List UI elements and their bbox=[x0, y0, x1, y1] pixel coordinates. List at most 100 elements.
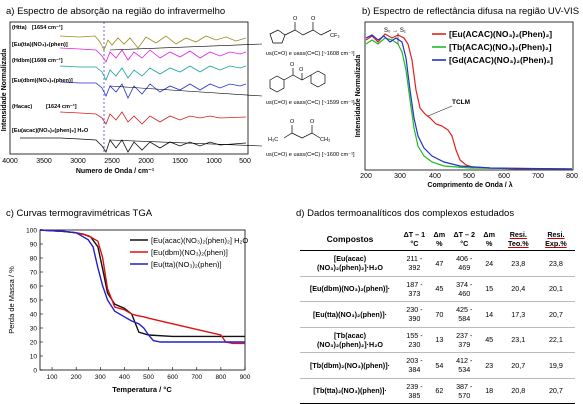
dt1-cell: 187 - 373 bbox=[400, 276, 429, 302]
dm1-cell: 45 bbox=[428, 276, 450, 302]
ir-xtick: 2000 bbox=[138, 158, 154, 165]
ir-label-eu-dbm: [Eu(dbm)(NO₃)₂(phen)] bbox=[12, 78, 73, 84]
tga-ytick-label: 80 bbox=[30, 255, 38, 262]
uv-annotation-tclm: TCLM bbox=[452, 99, 470, 106]
ir-trace-htta bbox=[59, 35, 247, 51]
ir-xtick: 1000 bbox=[206, 158, 222, 165]
tga-ytick-label: 100 bbox=[26, 227, 37, 234]
dt2-cell: 412 - 534 bbox=[449, 352, 479, 379]
struct-label: CF₃ bbox=[330, 33, 340, 39]
ir-assignment-1: υs(C=O) e υass(C=C) [~1608 cm⁻¹] bbox=[266, 51, 355, 57]
panel-c-title: c) Curvas termogravimétricas TGA bbox=[6, 208, 153, 219]
resi-teo-cell: 20,4 bbox=[499, 276, 537, 302]
tga-ytick-label: 0 bbox=[33, 367, 37, 374]
uv-trace-tb bbox=[365, 37, 573, 170]
dm1-cell: 47 bbox=[428, 250, 450, 277]
table-row: [Eu(acac)(NO₃)₂(phen)₂]·H₂O 211 - 392 47 40… bbox=[300, 250, 575, 277]
ir-label-hdbm-peak: [1608 cm⁻¹] bbox=[32, 57, 63, 64]
tga-ytick-label: 90 bbox=[30, 241, 38, 248]
tga-legend-label: [Eu(tta)(NO₃)₂(phen)] bbox=[151, 260, 222, 269]
ir-xtick: 1500 bbox=[172, 158, 188, 165]
tga-series-line bbox=[39, 229, 245, 345]
tga-series-line bbox=[39, 229, 245, 338]
ir-assignment-3: υs(C=O) e υass(C=C) [~1600 cm⁻¹] bbox=[266, 152, 355, 158]
uv-y-label: Intensidade Normalizada bbox=[355, 55, 362, 138]
col-header: Compostos bbox=[300, 228, 400, 251]
struct-label: O bbox=[299, 67, 304, 73]
ir-xtick: 4000 bbox=[2, 158, 18, 165]
table-row: [Eu(dbm)(NO₃)₂(phen)]· 187 - 373 45 374 - 4… bbox=[300, 276, 575, 302]
tga-xtick-label: 900 bbox=[240, 374, 251, 381]
structure-hdbm bbox=[269, 68, 326, 93]
uv-trace-eu bbox=[365, 33, 572, 170]
dt2-cell: 237 - 379 bbox=[449, 327, 479, 353]
uv-xtick: 600 bbox=[498, 173, 510, 180]
struct-label: O bbox=[290, 62, 295, 68]
tga-x-label: Temperatura / °C bbox=[112, 385, 172, 394]
col-header: Δm % bbox=[478, 228, 500, 251]
uv-annotation-s0s1: S₀ → S₁ bbox=[384, 28, 406, 34]
tga-ytick-label: 70 bbox=[30, 269, 38, 276]
tga-xtick-label: 700 bbox=[191, 374, 202, 381]
struct-label: O bbox=[311, 16, 316, 22]
tga-xtick-label: 100 bbox=[47, 374, 58, 381]
uv-xtick: 300 bbox=[394, 173, 406, 180]
uv-xtick: 400 bbox=[429, 173, 441, 180]
tga-ytick-label: 30 bbox=[30, 325, 38, 332]
resi-teo-cell: 23,8 bbox=[499, 250, 537, 277]
struct-label: H₃C bbox=[268, 137, 278, 143]
compound-cell: [Tb(acac)(NO₃)₂(phen)₂]·H₂O bbox=[300, 327, 400, 353]
ir-label-htta-peak: [1654 cm⁻¹] bbox=[32, 24, 63, 31]
uv-legend-tb: [Tb(ACAC)(NO₃)₂(Phen)₂] bbox=[449, 42, 552, 52]
dt1-cell: 203 - 384 bbox=[400, 352, 429, 379]
dt1-cell: 211 - 392 bbox=[400, 250, 429, 277]
struct-label: O bbox=[290, 119, 295, 125]
tga-ytick-label: 50 bbox=[30, 297, 38, 304]
ir-label-eu-tta: [Eu(tta)(NO₃)₂(phen)] bbox=[12, 42, 68, 48]
tga-ytick-label: 10 bbox=[30, 353, 38, 360]
uv-legend: [Eu(ACAC)(NO₃)₂(Phen)₂] [Tb(ACAC)(NO₃)₂(… bbox=[432, 29, 553, 65]
ir-x-ticks: 4000 3500 3000 2500 2000 1500 1000 500 bbox=[2, 158, 251, 165]
dm2-cell: 14 bbox=[478, 301, 500, 328]
compound-cell: [Eu(dbm)(NO₃)₂(phen)]· bbox=[300, 276, 400, 302]
ir-y-label: Intensidade Normalizada bbox=[1, 49, 8, 132]
tga-xtick-label: 300 bbox=[95, 374, 106, 381]
structure-htta bbox=[269, 22, 332, 44]
ir-trace-hdbm bbox=[59, 65, 247, 81]
tga-legend: [Eu(acac)(NO₃)₂(phen)₂] H₂O [Eu(dbm)(NO₃)… bbox=[130, 236, 248, 269]
tga-xtick-label: 400 bbox=[119, 374, 130, 381]
dm2-cell: 15 bbox=[478, 276, 500, 302]
ir-xtick: 3500 bbox=[36, 158, 52, 165]
structure-hacac bbox=[283, 125, 321, 139]
dm1-cell: 70 bbox=[428, 301, 450, 328]
uv-x-label: Comprimento de Onda / λ bbox=[427, 181, 512, 189]
uv-xtick: 800 bbox=[566, 173, 578, 180]
tga-legend-label: [Eu(acac)(NO₃)₂(phen)₂] H₂O bbox=[151, 236, 248, 245]
tga-xtick-label: 200 bbox=[71, 374, 82, 381]
dt1-cell: 230 - 390 bbox=[400, 301, 429, 328]
ir-trace-hacac bbox=[59, 111, 247, 125]
ir-trace-eu-tta bbox=[59, 47, 247, 63]
tga-ytick-label: 60 bbox=[30, 283, 38, 290]
resi-teo-cell: 20,7 bbox=[499, 352, 537, 379]
panel-b-title: b) Espectro de reflectância difusa na re… bbox=[362, 6, 580, 17]
uv-x-ticks: 200 300 400 500 600 700 800 bbox=[360, 173, 578, 180]
uv-legend-eu: [Eu(ACAC)(NO₃)₂(Phen)₂] bbox=[449, 29, 552, 39]
uv-legend-gd: [Gd(ACAC)(NO₃)₂(Phen)₂] bbox=[449, 55, 553, 65]
tga-series-line bbox=[39, 229, 245, 343]
ir-xtick: 3000 bbox=[70, 158, 86, 165]
ir-plot-frame bbox=[9, 21, 249, 155]
uv-trace-gd bbox=[365, 34, 573, 170]
panel-d-title: d) Dados termoanalíticos dos complexos e… bbox=[296, 208, 515, 219]
ir-trace-eu-dbm bbox=[59, 81, 247, 99]
ir-label-hacac: (Hacac) bbox=[12, 104, 32, 110]
col-header: ΔT – 1 °C bbox=[400, 228, 429, 251]
ir-trace-eu-acac bbox=[20, 137, 247, 153]
ir-x-label: Numero de Onda / cm⁻¹ bbox=[76, 168, 155, 175]
dt2-cell: 374 - 460 bbox=[449, 276, 479, 302]
dt2-cell: 406 - 469 bbox=[449, 250, 479, 277]
dm1-cell: 54 bbox=[428, 352, 450, 379]
uv-xtick: 700 bbox=[532, 173, 544, 180]
